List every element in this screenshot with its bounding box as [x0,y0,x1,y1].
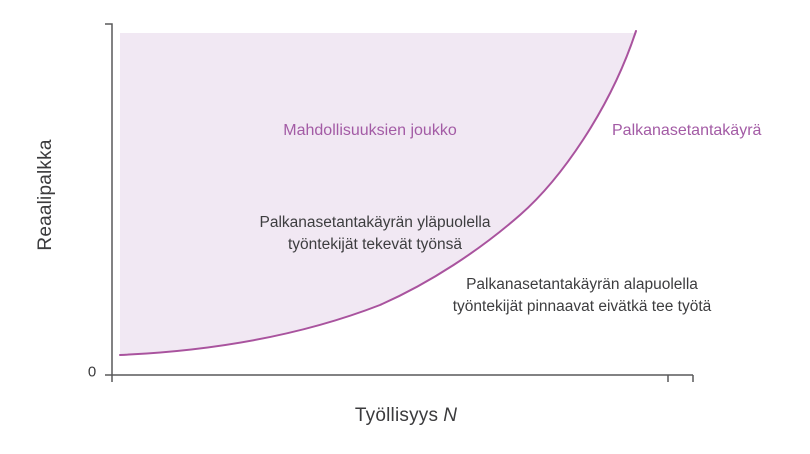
feasible-set-label: Mahdollisuuksien joukko [283,122,457,139]
annotation-above-line2: työntekijät tekevät työnsä [287,236,463,253]
y-axis-title: Reaalipalkka [35,139,56,251]
wage-setting-curve-label: Palkanasetantakäyrä [612,122,762,139]
annotation-below-curve: Palkanasetantakäyrän alapuolella työntek… [453,274,712,318]
annotation-above-line1: Palkanasetantakäyrän yläpuolella [259,214,491,231]
annotation-above-curve: Palkanasetantakäyrän yläpuolella työntek… [260,212,491,256]
x-axis-variable: N [443,405,458,426]
annotation-below-line2: työntekijät pinnaavat eivätkä tee työtä [452,298,712,315]
origin-zero-label: 0 [87,363,97,381]
annotation-below-line1: Palkanasetantakäyrän alapuolella [466,276,698,293]
wage-setting-curve [119,30,637,356]
x-axis-title-text: Työllisyys [354,405,439,426]
feasible-set-region [120,31,636,355]
x-axis-title: Työllisyys N [355,405,457,427]
axes [105,23,694,382]
